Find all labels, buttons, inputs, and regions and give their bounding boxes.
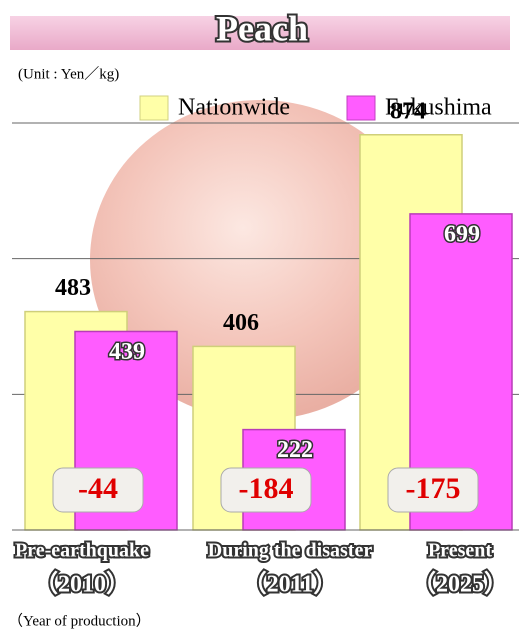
legend-label: Fukushima xyxy=(385,95,492,121)
x-axis-label: （Year of production） xyxy=(8,612,151,629)
data-label: 222 xyxy=(277,437,313,463)
x-tick-label: During the disaster xyxy=(208,540,373,562)
difference-box xyxy=(220,467,312,513)
difference-box xyxy=(387,467,479,513)
x-tick-label: Present xyxy=(428,540,492,562)
difference-box xyxy=(52,467,144,513)
x-tick-label: （2025） xyxy=(412,571,508,598)
difference-label: -184 xyxy=(239,472,294,505)
x-tick-label: Pre-earthquake xyxy=(15,540,149,562)
chart-title: Peach xyxy=(216,8,308,48)
x-tick-label: （2010） xyxy=(34,571,130,598)
difference-label: -175 xyxy=(406,472,461,505)
title-banner xyxy=(10,16,510,50)
difference-label: -44 xyxy=(78,472,118,505)
unit-label: (Unit : Yen／kg) xyxy=(18,65,119,82)
x-tick-label: （2011） xyxy=(243,571,338,598)
legend-label: Nationwide xyxy=(178,95,290,121)
legend-swatch xyxy=(139,95,169,121)
legend-swatch xyxy=(346,95,376,121)
data-label: 439 xyxy=(109,339,145,365)
data-label: 406 xyxy=(223,310,259,336)
data-label: 483 xyxy=(55,275,91,301)
data-label: 699 xyxy=(444,221,480,247)
data-label: 874 xyxy=(390,98,426,124)
